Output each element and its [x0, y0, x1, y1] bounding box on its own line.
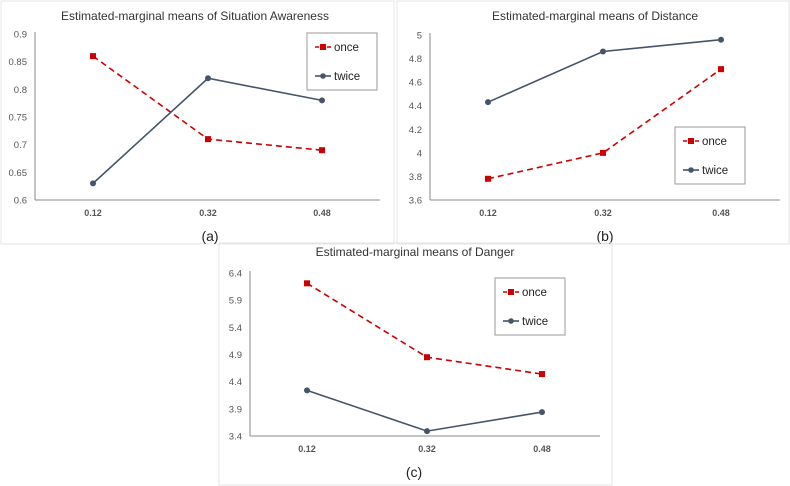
- y-tick-label: 4.6: [409, 78, 422, 89]
- chart-title: Estimated-marginal means of Distance: [492, 9, 698, 23]
- x-tick-label: 0.12: [84, 208, 102, 218]
- data-point-once: [485, 175, 491, 182]
- legend-label-once: once: [334, 42, 359, 54]
- y-tick-label: 0.85: [9, 57, 28, 68]
- data-point-once: [718, 66, 724, 73]
- chart-caption: (b): [596, 228, 613, 244]
- legend-marker-twice: [320, 73, 326, 79]
- legend-marker-twice: [508, 318, 514, 324]
- data-point-twice: [205, 75, 211, 82]
- y-tick-label: 0.7: [14, 140, 27, 151]
- data-point-once: [600, 149, 606, 156]
- legend-label-twice: twice: [334, 71, 360, 83]
- y-tick-label: 0.6: [14, 196, 27, 207]
- y-tick-label: 6.4: [229, 269, 242, 280]
- legend-marker-once: [320, 44, 326, 50]
- series-line-once: [92, 55, 323, 151]
- data-point-twice: [304, 387, 310, 394]
- data-point-once: [304, 280, 310, 287]
- x-tick-label: 0.32: [594, 208, 612, 218]
- y-tick-label: 5.4: [229, 323, 242, 334]
- legend-label-twice: twice: [522, 316, 548, 328]
- data-point-twice: [485, 99, 491, 106]
- chart-caption: (c): [406, 464, 422, 480]
- x-tick-label: 0.12: [298, 444, 316, 454]
- chart-distance: Estimated-marginal means of Distance 3.6 3…: [396, 0, 790, 245]
- x-tick-label: 0.48: [313, 208, 331, 218]
- y-tick-label: 5.9: [229, 296, 242, 307]
- y-tick-label: 3.4: [229, 432, 242, 443]
- chart-frame: [0, 0, 395, 245]
- chart-danger: Estimated-marginal means of Danger 3.4 3.9…: [218, 242, 613, 486]
- y-tick-label: 3.8: [409, 172, 422, 183]
- y-tick-label: 4.8: [409, 54, 422, 65]
- data-point-twice: [718, 36, 724, 43]
- data-point-twice: [600, 48, 606, 55]
- series-line-once: [487, 68, 722, 180]
- data-point-once: [205, 136, 211, 143]
- legend-label-once: once: [702, 136, 727, 148]
- y-tick-label: 4.2: [409, 125, 422, 136]
- legend-box: [494, 277, 566, 336]
- legend: once twice: [494, 277, 566, 336]
- x-tick-label: 0.32: [199, 208, 217, 218]
- data-point-once: [424, 354, 430, 361]
- y-tick-label: 0.9: [14, 30, 27, 41]
- x-tick-label: 0.48: [533, 444, 551, 454]
- y-tick-label: 3.9: [229, 404, 242, 415]
- x-tick-label: 0.32: [418, 444, 436, 454]
- data-point-once: [90, 53, 96, 60]
- chart-situation-awareness: Estimated-marginal means of Situation Aw…: [0, 0, 395, 245]
- legend-box: [674, 126, 746, 185]
- data-point-twice: [90, 180, 96, 187]
- y-tick-label: 5: [417, 31, 422, 42]
- legend-label-twice: twice: [702, 165, 728, 177]
- data-point-twice: [319, 97, 325, 104]
- y-tick-label: 4.4: [229, 377, 242, 388]
- legend: once twice: [306, 32, 378, 91]
- data-point-twice: [424, 428, 430, 435]
- legend-marker-once: [688, 138, 694, 144]
- legend-box: [306, 32, 378, 91]
- y-tick-label: 4: [417, 148, 422, 159]
- chart-caption: (a): [201, 228, 218, 244]
- legend-marker-twice: [688, 167, 694, 173]
- y-tick-label: 0.65: [9, 168, 28, 179]
- data-point-once: [319, 147, 325, 154]
- data-point-once: [539, 371, 545, 378]
- chart-frame: [396, 0, 790, 245]
- series-line-twice: [306, 389, 543, 432]
- legend: once twice: [674, 126, 746, 185]
- data-point-twice: [539, 409, 545, 416]
- y-tick-label: 0.8: [14, 85, 27, 96]
- series-line-twice: [92, 77, 323, 184]
- chart-frame: [218, 242, 613, 486]
- x-tick-label: 0.12: [479, 208, 497, 218]
- chart-title: Estimated-marginal means of Situation Aw…: [61, 9, 329, 23]
- chart-title: Estimated-marginal means of Danger: [316, 245, 515, 259]
- legend-label-once: once: [522, 287, 547, 299]
- x-tick-label: 0.48: [712, 208, 730, 218]
- y-tick-label: 4.9: [229, 350, 242, 361]
- y-tick-label: 3.6: [409, 196, 422, 207]
- y-tick-label: 4.4: [409, 101, 422, 112]
- y-tick-label: 0.75: [9, 113, 28, 124]
- legend-marker-once: [508, 289, 514, 295]
